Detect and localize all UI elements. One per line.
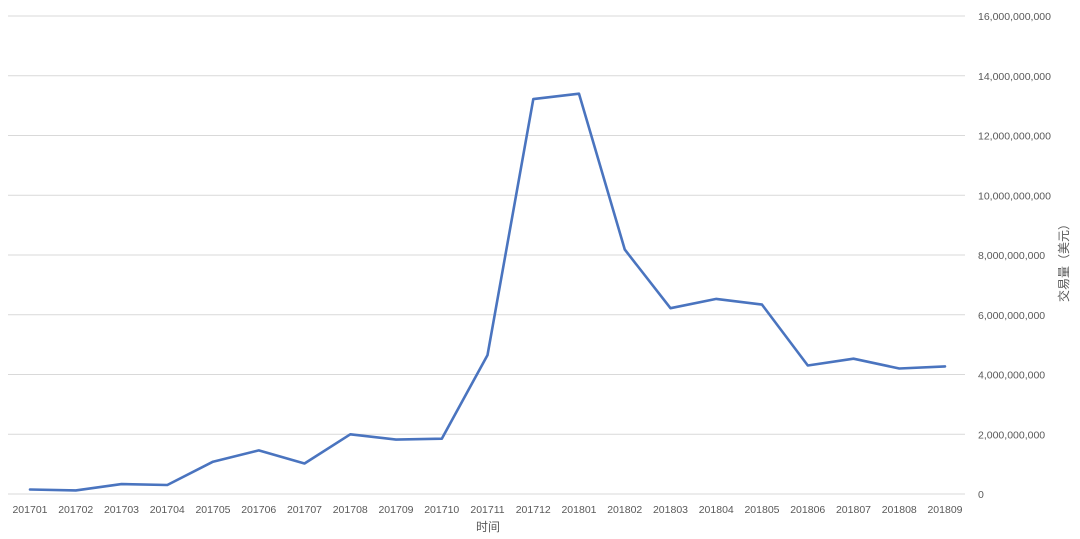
x-tick-label: 201712 bbox=[516, 504, 551, 516]
y-tick-label: 2,000,000,000 bbox=[978, 429, 1045, 441]
gridlines bbox=[8, 15, 965, 495]
x-tick-label: 201705 bbox=[195, 504, 230, 516]
x-tick-label: 201711 bbox=[470, 504, 504, 516]
y-tick-label: 8,000,000,000 bbox=[978, 250, 1045, 262]
x-tick-label: 201807 bbox=[836, 504, 871, 516]
y-tick-label: 14,000,000,000 bbox=[978, 71, 1051, 83]
y-tick-label: 16,000,000,000 bbox=[978, 11, 1051, 23]
x-tick-label: 201802 bbox=[607, 504, 642, 516]
y-tick-label: 4,000,000,000 bbox=[978, 370, 1045, 382]
x-tick-label: 201706 bbox=[241, 504, 276, 516]
x-tick-label: 201710 bbox=[424, 504, 459, 516]
x-tick-label: 201703 bbox=[104, 504, 139, 516]
x-tick-label: 201805 bbox=[744, 504, 779, 516]
x-tick-label: 201806 bbox=[790, 504, 825, 516]
x-tick-label: 201808 bbox=[882, 504, 917, 516]
series-layer bbox=[28, 92, 947, 492]
x-tick-label: 201804 bbox=[699, 504, 734, 516]
x-tick-label: 201707 bbox=[287, 504, 322, 516]
y-tick-label: 10,000,000,000 bbox=[978, 190, 1051, 202]
series-line bbox=[28, 92, 947, 492]
x-tick-label: 201704 bbox=[150, 504, 185, 516]
x-tick-label: 201809 bbox=[927, 504, 962, 516]
x-tick-label: 201708 bbox=[333, 504, 368, 516]
x-axis-title: 时间 bbox=[476, 520, 500, 534]
y-axis-tick-labels: 0 2,000,000,000 4,000,000,000 6,000,000,000… bbox=[978, 11, 1051, 501]
x-axis-tick-labels: 201701 201702 201703 201704 201705 201706 2017… bbox=[12, 504, 962, 516]
y-tick-label: 6,000,000,000 bbox=[978, 310, 1045, 322]
x-tick-label: 201701 bbox=[12, 504, 47, 516]
x-tick-label: 201803 bbox=[653, 504, 688, 516]
x-tick-label: 201709 bbox=[378, 504, 413, 516]
y-axis-title: 交易量（美元） bbox=[1056, 218, 1071, 302]
y-tick-label: 12,000,000,000 bbox=[978, 131, 1051, 143]
y-tick-label: 0 bbox=[978, 489, 984, 501]
x-tick-label: 201702 bbox=[58, 504, 93, 516]
x-tick-label: 201801 bbox=[561, 504, 596, 516]
